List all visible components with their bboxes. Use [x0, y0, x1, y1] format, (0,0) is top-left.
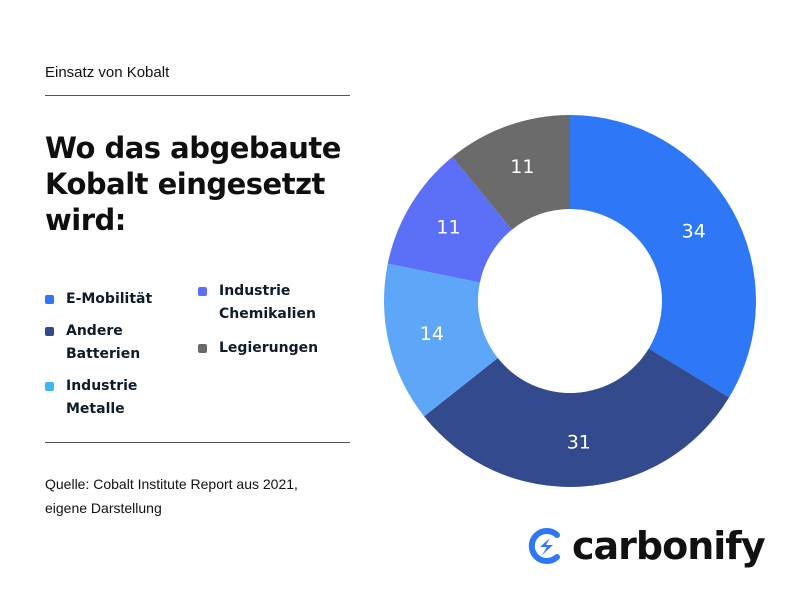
legend-label-line-1: Industrie	[219, 283, 291, 299]
top-divider	[45, 95, 350, 96]
donut-slice-legierungen	[452, 115, 570, 230]
logo-wordmark: carbonify	[572, 524, 766, 568]
legend-label: Legierungen	[219, 340, 319, 356]
chart-title: Wo das abgebaute Kobalt eingesetzt wird:	[45, 130, 365, 238]
legend-swatch	[45, 295, 54, 304]
legend-label-line-2: Metalle	[66, 401, 125, 417]
donut-slice-andere-batterien	[424, 348, 730, 487]
legend-label-line-1: Andere	[66, 323, 123, 339]
carbonify-logo-icon	[528, 528, 560, 564]
source-line-1: Quelle: Cobalt Institute Report aus 2021…	[45, 476, 298, 492]
donut-value-label: 34	[682, 220, 706, 242]
title-line-3: wird:	[45, 203, 126, 237]
carbonify-logo: carbonify	[526, 524, 766, 568]
chart-eyebrow: Einsatz von Kobalt	[45, 64, 170, 81]
legend-label-line-2: Chemikalien	[219, 306, 316, 322]
legend-item-industrie-metalle: Industrie Metalle	[45, 375, 137, 421]
donut-value-label: 14	[420, 323, 444, 345]
legend-label: E-Mobilität	[66, 291, 153, 307]
title-line-2: Kobalt eingesetzt	[45, 167, 325, 201]
donut-slice-industrie-chemikalien	[387, 156, 512, 283]
legend-swatch	[45, 382, 54, 391]
donut-chart: 34 31 14 11 11	[384, 115, 756, 487]
legend-item-legierungen: Legierungen	[198, 337, 318, 360]
legend-label-line-2: Batterien	[66, 346, 141, 362]
donut-value-label: 31	[567, 432, 591, 454]
source-line-2: eigene Darstellung	[45, 500, 162, 516]
donut-value-label: 11	[436, 216, 460, 238]
source-note: Quelle: Cobalt Institute Report aus 2021…	[45, 472, 345, 520]
donut-slice-e-mobilit-t	[570, 115, 756, 398]
legend-item-industrie-chemikalien: Industrie Chemikalien	[198, 280, 316, 326]
bottom-divider	[45, 442, 350, 443]
legend-item-e-mobilitaet: E-Mobilität	[45, 288, 152, 311]
legend-item-andere-batterien: Andere Batterien	[45, 320, 140, 366]
donut-value-label: 11	[510, 156, 534, 178]
donut-slice-industrie-metalle	[384, 263, 498, 417]
legend-label-line-1: Industrie	[66, 378, 138, 394]
legend-swatch	[45, 327, 54, 336]
legend-swatch	[198, 344, 207, 353]
legend-swatch	[198, 287, 207, 296]
title-line-1: Wo das abgebaute	[45, 131, 341, 165]
